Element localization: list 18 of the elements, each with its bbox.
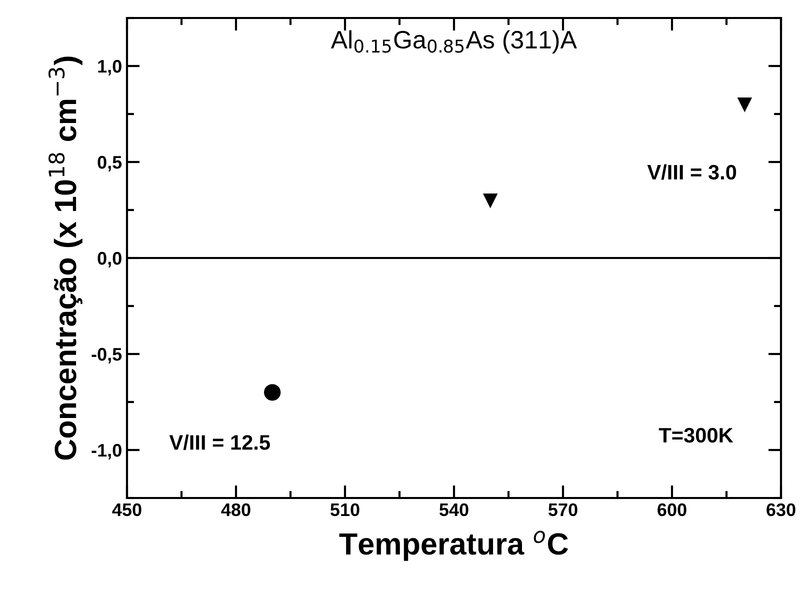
y-tick-label: 1,0	[98, 60, 122, 76]
y-tick-label: -0,5	[92, 348, 122, 364]
x-tick-label: 450	[112, 503, 142, 516]
x-tick-label: 510	[330, 503, 360, 516]
chart-title: Al$_{0.15}$Ga$_{0.85}$As (311)A	[330, 30, 577, 54]
y-tick-label: 0,0	[98, 252, 122, 268]
x-tick-label: 630	[766, 503, 796, 516]
x-tick-label: 540	[439, 503, 468, 516]
annotation: T=300K	[658, 428, 734, 443]
annotation: V/III = 12.5	[169, 434, 270, 450]
x-tick-label: 600	[658, 503, 686, 516]
annotation: V/III = 3.0	[647, 164, 736, 180]
x-tick-label: 480	[221, 503, 250, 516]
x-tick-label: 570	[548, 503, 578, 516]
x-axis-title: Temperatura $^{o}$C	[339, 530, 568, 561]
y-axis-title: Concentração (x 10$^{18}$ cm$^{−3}$)	[48, 56, 82, 460]
y-tick-label: 0,5	[98, 156, 122, 172]
y-tick-label: -1,0	[92, 444, 122, 460]
